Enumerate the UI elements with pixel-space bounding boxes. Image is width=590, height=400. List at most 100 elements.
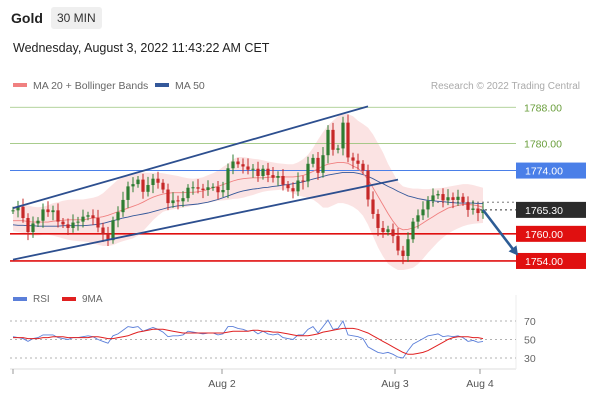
rsi-ma-legend-swatch	[62, 297, 76, 301]
candle-down	[101, 227, 105, 234]
copyright-notice: Research © 2022 Trading Central	[431, 81, 580, 92]
candle-up	[211, 186, 215, 188]
timestamp: Wednesday, August 3, 2022 11:43:22 AM CE…	[13, 41, 270, 55]
candle-down	[271, 175, 275, 178]
candle-up	[86, 215, 90, 217]
candle-down	[176, 200, 180, 202]
ma50-legend-swatch	[155, 83, 169, 87]
channel-lower-line	[12, 178, 399, 261]
candle-up	[426, 200, 430, 210]
candle-down	[266, 168, 270, 176]
candle-down	[396, 236, 400, 251]
candle-up	[71, 222, 75, 228]
rsi-ma-legend-label: 9MA	[82, 294, 103, 305]
candle-up	[226, 168, 230, 190]
candle-down	[346, 122, 350, 158]
candle-down	[286, 184, 290, 189]
candle-up	[421, 209, 425, 216]
level-1754-00-label: 1754.00	[525, 256, 563, 268]
candle-down	[441, 194, 445, 201]
candle-down	[381, 227, 385, 233]
rsi-tick-70: 70	[524, 316, 536, 328]
level-1754-00-badge	[516, 252, 586, 269]
candle-down	[301, 180, 305, 182]
candle-up	[11, 210, 15, 212]
candle-down	[331, 129, 335, 150]
candle-up	[151, 178, 155, 186]
candle-up	[81, 216, 85, 222]
symbol-title: Gold	[11, 10, 43, 26]
candle-up	[131, 184, 135, 187]
ma20-legend-swatch	[13, 83, 27, 87]
candle-down	[371, 199, 375, 214]
candle-up	[186, 187, 190, 199]
rsi-ma-line	[13, 327, 484, 355]
candle-down	[401, 250, 405, 256]
candle-down	[291, 188, 295, 192]
candle-down	[361, 163, 365, 171]
candle-down	[351, 157, 355, 161]
candle-up	[311, 157, 315, 164]
x-tick-Aug-2: Aug 2	[208, 378, 236, 390]
candle-down	[201, 188, 205, 190]
candle-up	[306, 163, 310, 182]
ma20-line	[13, 161, 484, 231]
candle-down	[246, 166, 250, 170]
candle-up	[221, 189, 225, 193]
candle-up	[321, 155, 325, 173]
rsi-legend-label: RSI	[33, 294, 50, 305]
candle-up	[436, 194, 440, 196]
candle-up	[261, 168, 265, 176]
candle-down	[21, 206, 25, 219]
candle-up	[136, 179, 140, 185]
candle-down	[26, 218, 30, 233]
candle-up	[16, 206, 20, 211]
candle-up	[446, 197, 450, 201]
candle-down	[91, 215, 95, 219]
candle-up	[76, 221, 80, 223]
candle-down	[96, 218, 100, 228]
candle-up	[456, 196, 460, 200]
candle-up	[341, 122, 345, 149]
level-1774-00-label: 1774.00	[525, 166, 563, 178]
candle-down	[466, 202, 470, 210]
candle-up	[406, 239, 410, 256]
ma50-legend-label: MA 50	[175, 80, 205, 92]
rsi-line	[12, 319, 484, 359]
candle-up	[471, 208, 475, 210]
candle-down	[391, 229, 395, 237]
candle-down	[106, 233, 110, 241]
forecast-arrow-shaft	[481, 209, 516, 252]
candle-up	[31, 223, 35, 233]
candle-down	[236, 161, 240, 165]
level-1788-00-label: 1788.00	[524, 102, 562, 114]
rsi-tick-50: 50	[524, 335, 536, 347]
candle-up	[181, 198, 185, 202]
candle-down	[316, 157, 320, 173]
candle-up	[121, 199, 125, 213]
candle-down	[196, 187, 200, 189]
candle-down	[56, 210, 60, 222]
rsi-tick-30: 30	[524, 353, 536, 365]
candle-down	[161, 182, 165, 190]
candle-up	[171, 200, 175, 204]
candle-down	[256, 168, 260, 176]
candle-up	[326, 129, 330, 156]
candle-up	[231, 161, 235, 169]
level-1774-00-badge	[516, 162, 586, 179]
channel-upper-line	[12, 105, 369, 209]
ma50-line	[12, 171, 483, 227]
candle-up	[416, 215, 420, 222]
candle-down	[216, 186, 220, 193]
candle-down	[281, 175, 285, 185]
chart-header: Gold 30 MIN	[0, 0, 590, 38]
candle-down	[141, 179, 145, 192]
level-1780-00-label: 1780.00	[524, 138, 562, 150]
x-tick-Aug-4: Aug 4	[466, 378, 494, 390]
candle-up	[251, 168, 255, 170]
timeframe-selector[interactable]: 30 MIN	[51, 7, 102, 29]
candle-up	[116, 212, 120, 221]
ma20-legend-label: MA 20 + Bollinger Bands	[33, 80, 148, 92]
level-1765-30-label: 1765.30	[525, 205, 563, 217]
